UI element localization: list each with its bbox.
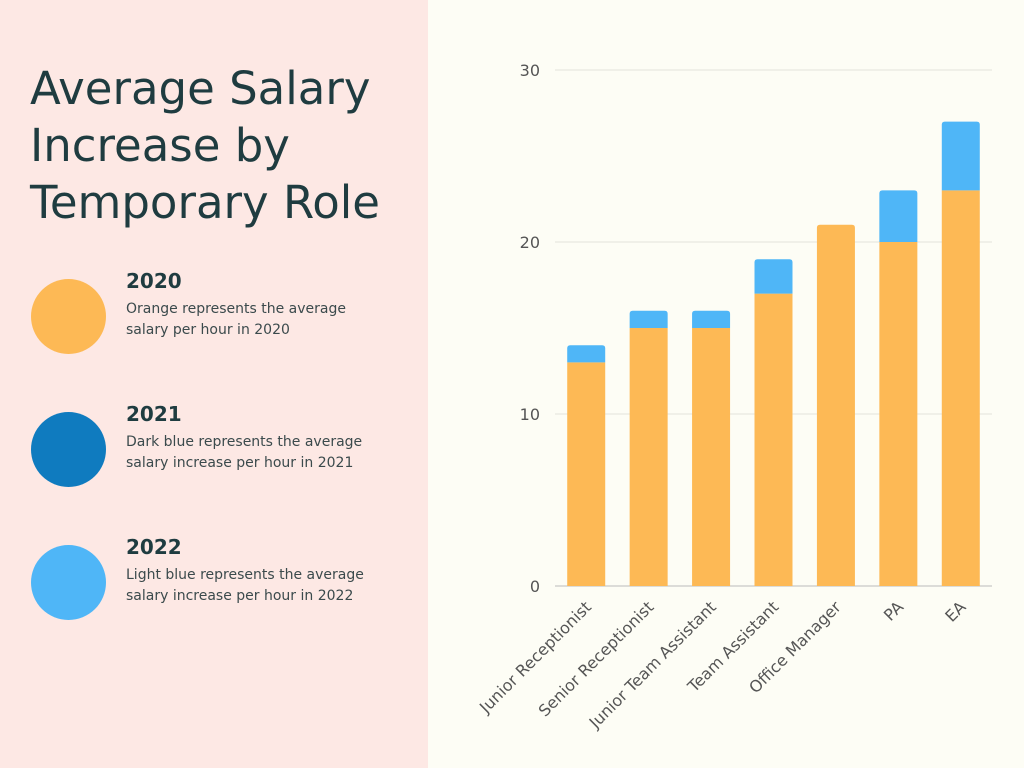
bar-2022 <box>567 345 606 363</box>
legend-swatch <box>31 545 106 620</box>
y-tick-label: 10 <box>520 405 540 424</box>
bar-2020 <box>816 224 855 587</box>
legend-swatch <box>31 279 106 354</box>
legend-swatch <box>31 412 106 487</box>
legend-description: Light blue represents the average salary… <box>126 567 364 604</box>
x-tick-label: Junior Receptionist <box>475 597 595 717</box>
bar-2022 <box>692 310 731 328</box>
page-title: Average Salary Increase by Temporary Rol… <box>30 62 380 229</box>
bar-2020 <box>567 362 606 586</box>
legend-description: Orange represents the average salary per… <box>126 301 346 338</box>
bar-2020 <box>941 190 980 586</box>
y-tick-label: 20 <box>520 233 540 252</box>
bar-2022 <box>629 310 668 328</box>
bar-2022 <box>754 259 793 294</box>
legend-year: 2022 <box>126 535 182 559</box>
bar-2020 <box>692 328 731 586</box>
x-tick-label: EA <box>941 597 969 625</box>
left-panel: Average Salary Increase by Temporary Rol… <box>0 0 428 768</box>
bar-2022 <box>941 121 980 191</box>
x-tick-label: PA <box>880 597 907 624</box>
bar-2022 <box>879 190 918 242</box>
bar-2020 <box>754 293 793 586</box>
legend-year: 2020 <box>126 269 182 293</box>
x-tick-label: Junior Team Assistant <box>585 597 720 732</box>
legend-year: 2021 <box>126 402 182 426</box>
y-tick-label: 0 <box>530 577 540 596</box>
y-tick-label: 30 <box>520 61 540 80</box>
x-tick-label: Senior Receptionist <box>535 597 658 720</box>
bar-2020 <box>629 328 668 586</box>
legend-description: Dark blue represents the average salary … <box>126 434 363 471</box>
bar-2020 <box>879 242 918 586</box>
